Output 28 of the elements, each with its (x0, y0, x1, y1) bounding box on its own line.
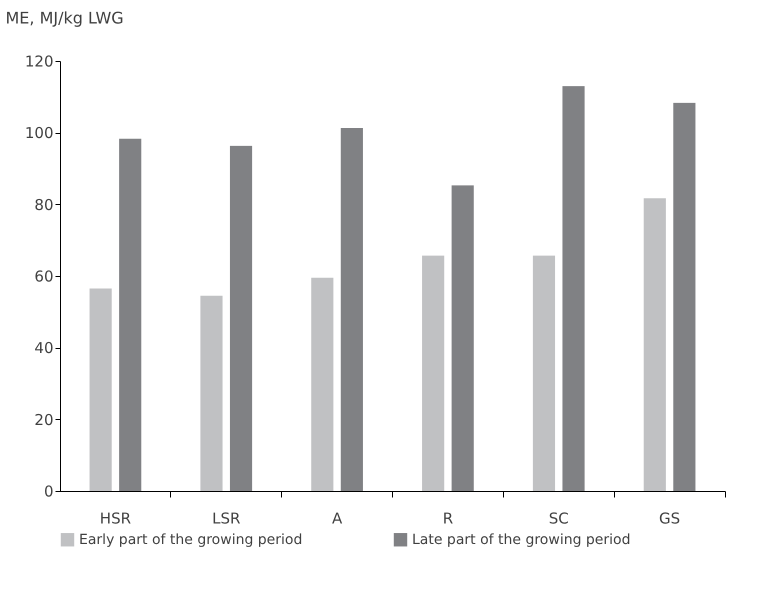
bar (562, 86, 585, 491)
x-tick-label: R (442, 510, 454, 528)
y-tick-label: 20 (34, 410, 54, 429)
bar (644, 198, 666, 491)
x-tick-label: HSR (100, 510, 132, 528)
y-tick-label: 60 (34, 268, 54, 286)
x-tick-label: LSR (212, 510, 240, 528)
x-tick-label: GS (659, 510, 680, 528)
legend-label: Early part of the growing period (79, 532, 302, 548)
y-tick-label: 120 (24, 52, 54, 70)
bar (90, 288, 112, 491)
bar (673, 102, 696, 491)
bar (230, 146, 252, 491)
x-tick-label: A (332, 510, 343, 528)
bar (200, 296, 223, 491)
y-tick-label: 80 (34, 196, 54, 214)
x-tick-label: SC (548, 510, 569, 528)
y-axis-title: ME, MJ/kg LWG (6, 8, 124, 28)
legend-label: Late part of the growing period (412, 532, 631, 548)
y-tick-label: 100 (24, 124, 54, 142)
y-tick-label: 0 (44, 482, 54, 500)
bar (452, 185, 474, 491)
bar (340, 128, 363, 491)
bar (532, 256, 556, 491)
bar (422, 256, 444, 491)
y-tick-label: 40 (34, 339, 54, 358)
bar (311, 278, 334, 491)
bar (119, 138, 142, 491)
